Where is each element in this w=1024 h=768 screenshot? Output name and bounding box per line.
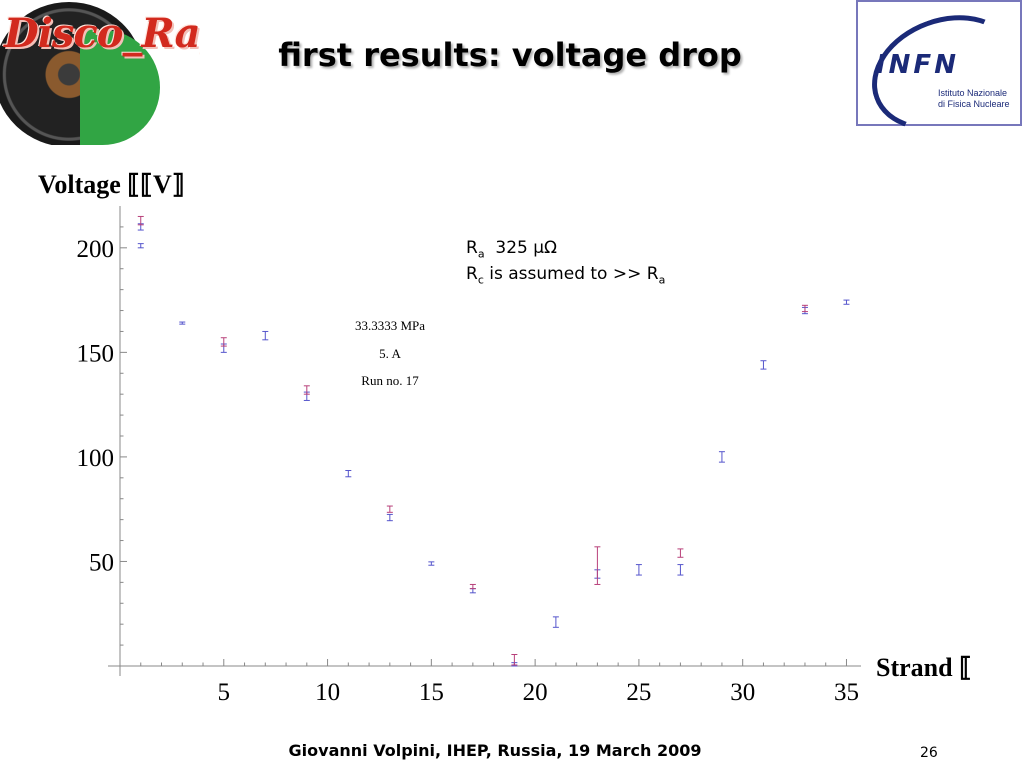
y-tick-label: 150 [77,340,115,367]
data-point [469,583,476,590]
x-tick-label: 15 [419,679,444,706]
data-point [386,505,393,513]
data-point [262,330,269,341]
y-tick-label: 50 [89,549,114,576]
data-point [552,616,559,628]
rc-annotation: Rc is assumed to >> Ra [466,264,665,286]
x-tick-label: 5 [218,679,231,706]
x-tick-label: 35 [834,679,859,706]
y-tick-label: 100 [77,445,115,472]
data-point [511,654,518,666]
data-point [469,588,476,594]
data-point [677,564,684,576]
x-tick-label: 20 [523,679,548,706]
slide-title: first results: voltage drop [278,36,742,74]
data-point [760,360,767,370]
infn-subtitle: Istituto Nazionale di Fisica Nucleare [938,88,1010,110]
data-point [220,337,227,347]
disco-rap-logo: Disco_Rap [0,0,200,145]
footer-text: Giovanni Volpini, IHEP, Russia, 19 March… [288,741,702,760]
data-point [303,385,310,395]
data-point [137,215,144,226]
data-point [137,243,144,249]
data-point [594,546,601,585]
y-axis-label: Voltage ⟦⟦V⟧ [38,170,185,199]
rc-text: is assumed to >> R [483,264,659,284]
infn-subtitle-line-2: di Fisica Nucleare [938,99,1010,109]
data-point [718,451,725,463]
y-tick-label: 200 [77,236,115,263]
data-point [843,299,850,305]
rc-tail-subscript: a [658,273,666,287]
infn-logo-text: INFN [876,50,959,80]
current-annotation: 5. A [379,346,401,361]
infn-subtitle-line-1: Istituto Nazionale [938,88,1008,98]
x-tick-label: 25 [626,679,651,706]
data-point [677,548,684,558]
data-point [428,561,435,566]
ra-value: 325 μΩ [495,238,558,258]
ra-subscript: a [477,247,485,261]
chart-axes: 5 10 15 20 25 30 35 50 100 150 200 [77,206,861,706]
data-point [179,321,186,325]
infn-logo: INFN Istituto Nazionale di Fisica Nuclea… [855,0,1024,151]
x-axis-label: Strand ⟦ [876,653,972,682]
run-annotation: Run no. 17 [361,373,419,388]
data-point [345,470,352,478]
rc-subscript: c [477,273,484,287]
x-tick-label: 10 [315,679,340,706]
data-point [635,564,642,576]
page-number: 26 [920,745,938,761]
ra-symbol: R [466,238,478,258]
rc-symbol: R [466,264,478,284]
disco-rap-logo-text: Disco_Rap [4,10,200,57]
chart-marks [137,215,850,667]
data-point [386,513,393,522]
x-tick-label: 30 [730,679,755,706]
ra-annotation: Ra 325 μΩ [466,238,557,260]
pressure-annotation: 33.3333 MPa [354,318,426,333]
data-point [801,304,808,313]
